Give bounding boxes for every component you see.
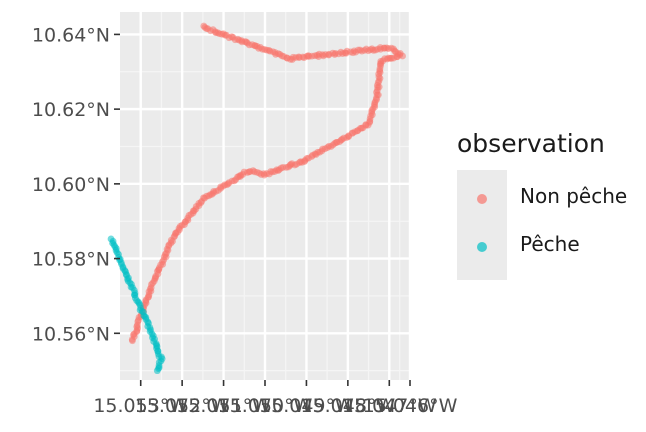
legend-label-peche: Pêche xyxy=(520,232,580,256)
grid-major xyxy=(120,12,412,380)
y-axis: 10.56°N 10.58°N 10.60°N 10.62°N 10.64°N xyxy=(32,24,120,345)
x-tick-label: 15.051°W xyxy=(176,395,271,417)
x-tick-label: 15.053°W xyxy=(93,395,188,417)
x-tick-label: 15.048°W xyxy=(300,395,395,417)
data-point xyxy=(153,367,161,375)
legend-key-peche xyxy=(477,242,487,252)
x-axis: 15.053°W15.052°W15.051°W15.050°W15.049°W… xyxy=(93,380,458,417)
legend-item-non-peche: Non pêche xyxy=(457,177,627,225)
legend-item-peche: Pêche xyxy=(457,225,580,273)
legend: observation Non pêche Pêche xyxy=(457,128,646,280)
y-tick-label: 10.64°N xyxy=(32,24,110,46)
x-tick-label: 15.052°W xyxy=(135,395,230,417)
legend-keys: Non pêche Pêche xyxy=(457,170,627,280)
legend-label-non-peche: Non pêche xyxy=(520,184,628,208)
legend-title: observation xyxy=(457,129,605,158)
y-tick-label: 10.56°N xyxy=(32,323,110,345)
x-tick-label: 15.050°W xyxy=(218,395,313,417)
legend-key-non-peche xyxy=(477,194,487,204)
series-layer xyxy=(107,22,406,375)
data-point xyxy=(129,337,136,345)
series-peche xyxy=(107,235,166,375)
y-tick-label: 10.58°N xyxy=(32,249,110,271)
x-tick-label: 15.046°W xyxy=(363,395,458,417)
x-tick-label: 15.049°W xyxy=(259,395,354,417)
series-non-peche xyxy=(128,22,406,345)
x-tick-label: 15.047°W xyxy=(342,395,437,417)
y-tick-label: 10.60°N xyxy=(32,174,110,196)
y-tick-label: 10.62°N xyxy=(32,99,110,121)
